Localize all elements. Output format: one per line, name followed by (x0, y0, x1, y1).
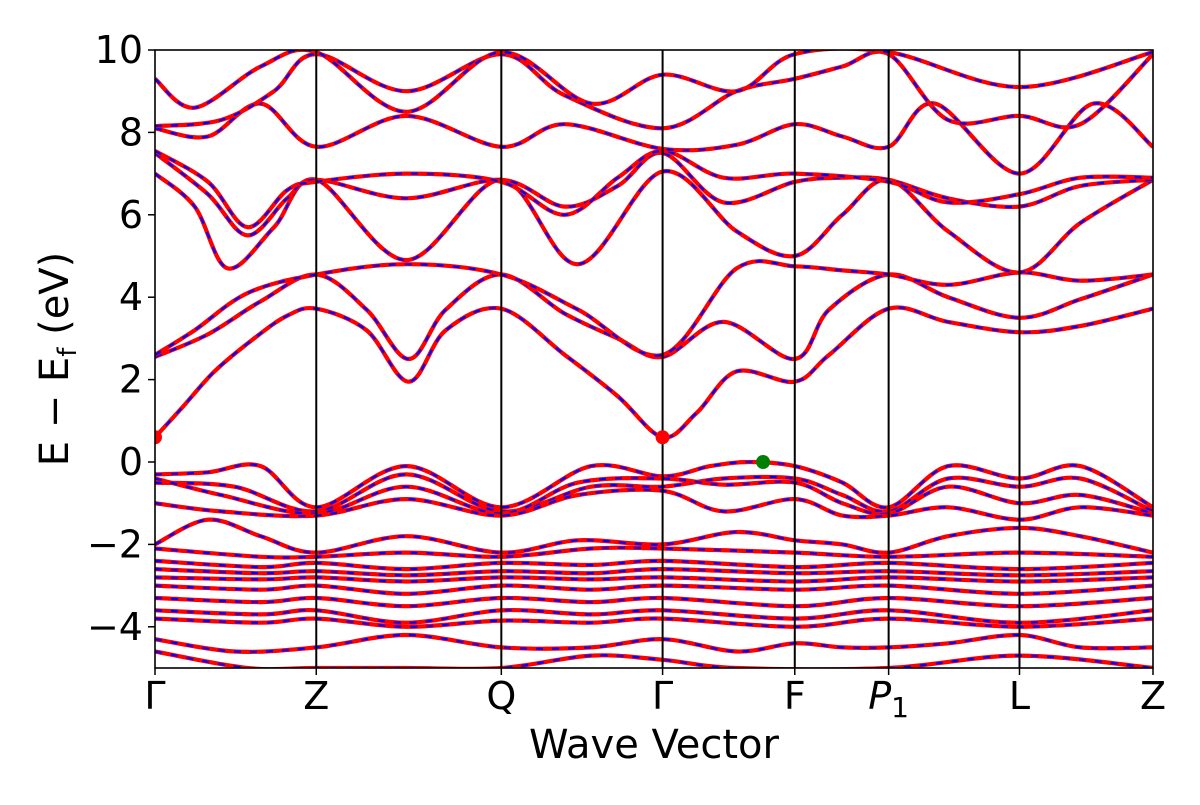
x-tick-label-0: Γ (144, 674, 165, 718)
band-8-dashed (155, 50, 1153, 113)
y-tick-label-4: 2 (119, 358, 143, 402)
band-17-dashed (155, 576, 1153, 583)
band-11-solid (155, 476, 1153, 517)
band-14-dashed (155, 546, 1153, 559)
x-tick-label-3: Γ (652, 674, 673, 718)
x-tick-label-4-main: F (784, 674, 806, 718)
x-tick-label-7: Z (1140, 674, 1166, 718)
band-6-solid (155, 101, 1153, 176)
x-tick-label-0-main: Γ (144, 674, 165, 718)
band-9-solid (155, 459, 1153, 510)
band-15-dashed (155, 559, 1153, 571)
y-tick-label-5: 0 (119, 440, 143, 484)
y-tick-label-3: 4 (119, 275, 143, 319)
band-extremum-marker-0 (155, 430, 162, 445)
band-7-solid (155, 50, 1153, 131)
band-16-dashed (155, 567, 1153, 577)
x-tick-label-1: Z (303, 674, 329, 718)
band-3-dashed (155, 170, 1153, 274)
markers-layer (155, 430, 771, 469)
x-tick-label-5-main: P (868, 674, 891, 718)
y-axis-label-sub: f (53, 347, 83, 357)
x-tick-label-6: L (1009, 674, 1030, 718)
band-12-dashed (155, 488, 1153, 521)
y-tick-label-6: −2 (87, 522, 143, 566)
y-tick-label-7: −4 (87, 605, 143, 649)
band-4-dashed (155, 151, 1153, 237)
x-tick-label-2-main: Q (486, 674, 516, 718)
x-tick-label-6-main: L (1009, 674, 1030, 718)
x-tick-label-7-main: Z (1140, 674, 1166, 718)
y-tick-label-0: 10 (95, 28, 143, 72)
band-extremum-marker-2 (756, 455, 771, 469)
y-axis-label-main: E − E (32, 357, 78, 467)
y-tick-label-1: 8 (119, 110, 143, 154)
band-21-dashed (155, 617, 1153, 628)
y-tick-label-2: 6 (119, 193, 143, 237)
plot-frame (154, 49, 1154, 669)
band-18-dashed (155, 584, 1153, 595)
y-axis-ticks: 10 8 6 4 2 0 −2 −4 (87, 28, 155, 649)
x-axis-ticks: Γ Z Q Γ F P1 L Z (144, 668, 1166, 724)
x-tick-label-2: Q (486, 674, 516, 718)
x-tick-label-5: P1 (868, 674, 909, 724)
band-0-solid (155, 305, 1153, 440)
band-13-dashed (155, 518, 1153, 554)
band-2-solid (155, 259, 1153, 358)
band-extremum-marker-1 (655, 430, 670, 445)
band-20-dashed (155, 608, 1153, 624)
bands-layer (155, 50, 1153, 668)
band-5-dashed (155, 149, 1153, 229)
y-axis-label: E − Ef (eV) (32, 252, 83, 467)
band-10-dashed (155, 473, 1153, 513)
x-tick-label-5-sub: 1 (891, 691, 909, 724)
band-23-solid (155, 649, 1153, 668)
x-tick-label-4: F (784, 674, 806, 718)
band-19-dashed (155, 596, 1153, 608)
x-axis-label: Wave Vector (529, 722, 780, 768)
high-symmetry-lines (315, 50, 1021, 668)
x-tick-label-3-main: Γ (652, 674, 673, 718)
x-tick-label-1-main: Z (303, 674, 329, 718)
y-axis-label-unit: (eV) (32, 252, 78, 348)
band-22-solid (155, 632, 1153, 654)
